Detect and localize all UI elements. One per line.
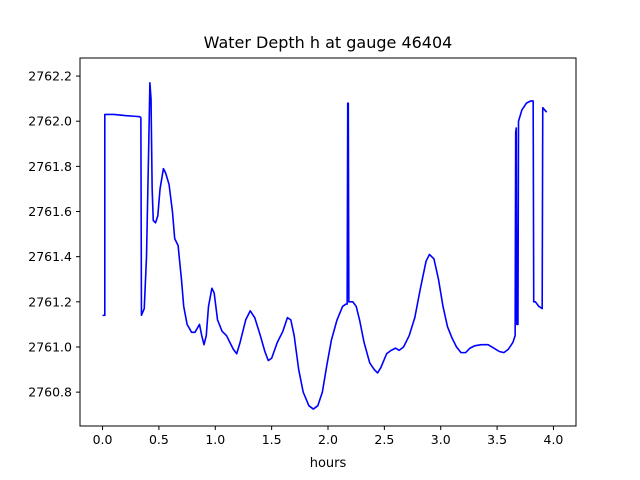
x-tick-label: 0.5 [149,432,169,447]
y-tick-label: 2761.0 [28,339,72,354]
x-tick-label: 1.5 [262,432,282,447]
x-tick-label: 0.0 [93,432,113,447]
x-tick-label: 3.5 [487,432,507,447]
x-axis-label: hours [310,456,347,471]
y-tick-label: 2761.6 [28,204,72,219]
x-tick-label: 4.0 [544,432,564,447]
axis-ticks: 0.0 0.5 1.0 1.5 2.0 2.5 3.0 3.5 4.0 2760.8 2761.0 2… [28,69,563,447]
y-tick-label: 2761.2 [28,294,72,309]
y-tick-label: 2761.8 [28,159,72,174]
chart-title: Water Depth h at gauge 46404 [204,33,453,52]
x-tick-label: 2.5 [374,432,394,447]
x-tick-label: 3.0 [431,432,451,447]
y-tick-label: 2760.8 [28,385,72,400]
x-tick-label: 2.0 [318,432,338,447]
series-line-0 [102,82,548,410]
y-tick-label: 2762.0 [28,114,72,129]
y-tick-label: 2762.2 [28,69,72,84]
x-tick-label: 1.0 [205,432,225,447]
y-tick-label: 2761.4 [28,249,72,264]
